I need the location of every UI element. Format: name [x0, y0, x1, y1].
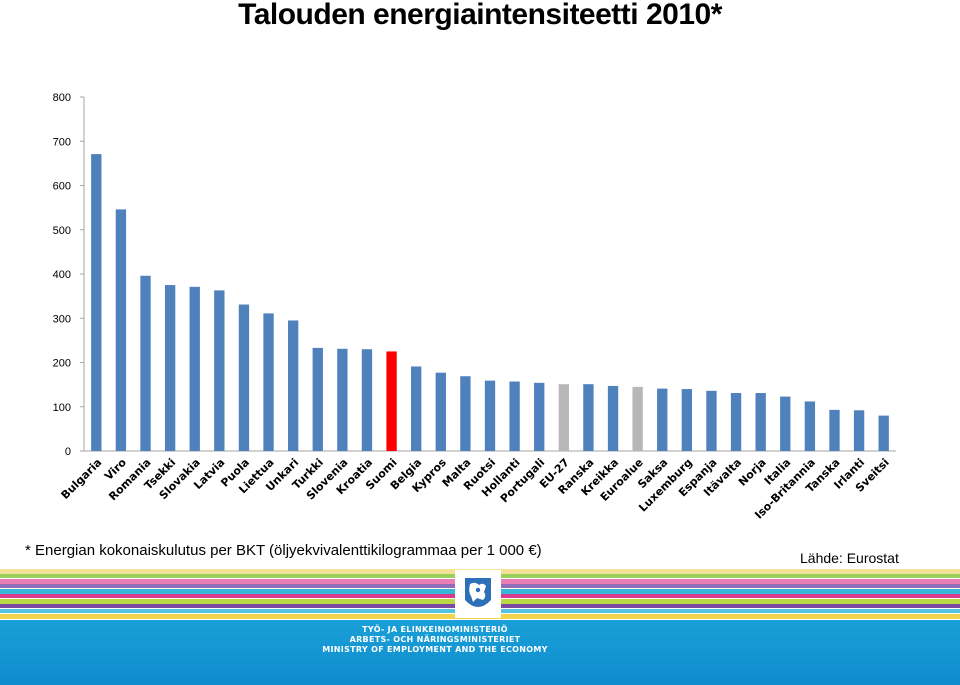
source-note: Lähde: Eurostat: [800, 550, 899, 566]
bar-kroatia: [361, 349, 373, 451]
bar-sveitsi: [878, 415, 889, 451]
ministry-name-en: MINISTRY OF EMPLOYMENT AND THE ECONOMY: [322, 645, 548, 654]
bar-itävalta: [730, 393, 742, 451]
ministry-name-fi: TYÖ- JA ELINKEINOMINISTERIÖ: [362, 625, 508, 634]
y-tick-label: 600: [53, 181, 71, 193]
x-tick-label: Bulgaria: [59, 456, 105, 502]
y-tick-label: 0: [65, 446, 71, 458]
bar-slovenia: [337, 348, 348, 451]
bar-chart: 0 100 200 300 400 500 600 700 800 BulgariaViroRo…: [53, 92, 896, 522]
bar-kreikka: [607, 385, 619, 451]
ministry-name: TYÖ- JA ELINKEINOMINISTERIÖ ARBETS- OCH …: [0, 625, 960, 655]
bar-turkki: [312, 347, 323, 451]
bar-viro: [115, 209, 127, 451]
y-tick-label: 400: [53, 269, 71, 281]
bar-iso-britannia: [804, 401, 816, 451]
bar-romania: [140, 275, 151, 451]
y-tick-label: 800: [53, 92, 71, 104]
bar-slovakia: [189, 286, 200, 451]
bar-bulgaria: [91, 154, 102, 451]
bars: [91, 154, 889, 451]
bar-puola: [238, 304, 250, 451]
bar-malta: [460, 376, 471, 451]
chart-title: Talouden energiaintensiteetti 2010*: [238, 0, 722, 31]
bar-italia: [780, 396, 791, 451]
bar-saksa: [657, 388, 668, 451]
y-axis: 0 100 200 300 400 500 600 700 800: [53, 92, 896, 458]
bar-portugali: [534, 382, 545, 451]
bar-norja: [755, 393, 766, 451]
bar-suomi: [386, 351, 397, 451]
bar-luxemburg: [681, 389, 693, 451]
bar-ranska: [583, 384, 594, 451]
y-tick-label: 200: [53, 358, 71, 370]
x-tick-label: Norja: [736, 456, 769, 489]
bar-hollanti: [509, 381, 520, 451]
footnote: * Energian kokonaiskulutus per BKT (öljy…: [25, 542, 542, 559]
bar-tanska: [829, 409, 840, 451]
x-axis-labels: BulgariaViroRomaniaTsekkiSlovakiaLatviaP…: [59, 456, 892, 522]
bar-irlanti: [853, 410, 865, 451]
bar-kypros: [435, 372, 446, 451]
bar-unkari: [287, 320, 299, 451]
lion-crest-icon: [455, 570, 501, 618]
bar-euroalue: [632, 386, 643, 451]
ministry-name-sv: ARBETS- OCH NÄRINGSMINISTERIET: [349, 635, 521, 644]
y-tick-label: 500: [53, 225, 71, 237]
bar-latvia: [214, 290, 225, 451]
y-tick-label: 100: [53, 402, 71, 414]
y-tick-label: 700: [53, 136, 71, 148]
footer-band: [0, 620, 960, 685]
bar-tsekki: [164, 285, 176, 451]
bar-liettua: [263, 313, 274, 451]
bar-belgia: [411, 366, 422, 451]
y-tick-label: 300: [53, 313, 71, 325]
bar-eu-27: [558, 384, 569, 451]
bar-ruotsi: [484, 380, 496, 451]
bar-espanja: [706, 390, 717, 451]
